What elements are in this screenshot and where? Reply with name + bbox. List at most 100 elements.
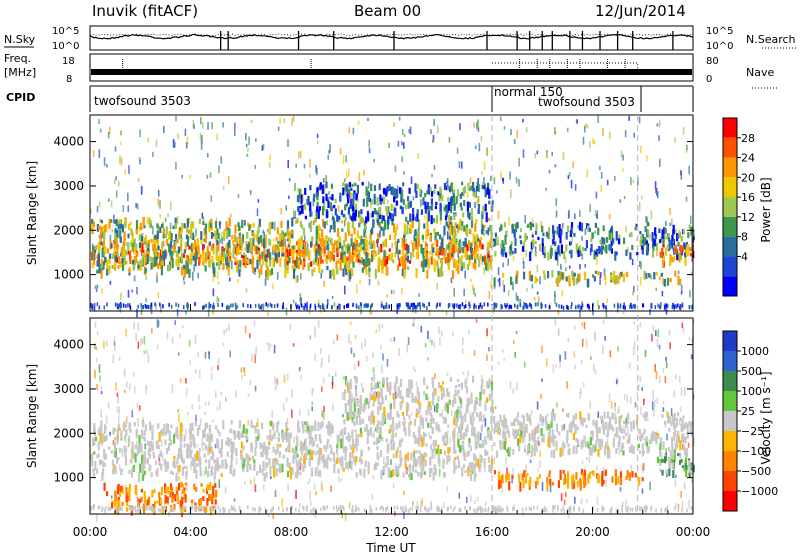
heat-cell	[116, 457, 119, 464]
heat-cell	[391, 213, 394, 220]
heat-cell	[344, 285, 346, 295]
heat-cell	[193, 235, 196, 239]
heat-cell	[421, 417, 424, 426]
heat-cell	[593, 140, 596, 145]
heat-cell	[323, 308, 326, 313]
heat-cell	[289, 248, 292, 256]
heat-cell	[276, 443, 279, 453]
heat-cell	[195, 469, 198, 479]
heat-cell	[167, 443, 171, 451]
heat-cell	[480, 426, 483, 430]
heat-cell	[557, 330, 560, 336]
heat-cell	[347, 432, 350, 442]
heat-cell	[604, 275, 607, 281]
heat-cell	[245, 143, 248, 148]
heat-cell	[405, 454, 408, 460]
heat-cell	[165, 423, 169, 431]
heat-cell	[690, 271, 693, 275]
heat-cell	[443, 207, 446, 212]
heat-cell	[329, 225, 333, 230]
heat-cell	[461, 443, 465, 448]
heat-cell	[285, 245, 288, 252]
heat-cell	[545, 358, 548, 367]
heat-cell	[479, 391, 482, 401]
heat-cell	[401, 400, 404, 404]
heat-cell	[402, 199, 405, 206]
heat-cell	[377, 456, 380, 461]
heat-cell	[314, 246, 317, 251]
heat-cell	[325, 220, 328, 226]
heat-cell	[579, 309, 581, 318]
heat-cell	[442, 502, 445, 508]
heat-cell	[525, 249, 528, 258]
heat-cell	[443, 256, 446, 261]
heat-cell	[629, 304, 631, 309]
heat-cell	[249, 258, 252, 265]
heat-cell	[192, 271, 194, 281]
heat-cell	[409, 200, 412, 208]
heat-cell	[588, 456, 591, 463]
heat-cell	[324, 446, 327, 452]
heat-cell	[628, 362, 631, 369]
heat-cell	[658, 119, 661, 128]
heat-cell	[379, 207, 382, 215]
heat-cell	[476, 185, 479, 191]
heat-cell	[142, 305, 144, 309]
heat-cell	[464, 247, 467, 258]
heat-cell	[339, 459, 342, 463]
heat-cell	[161, 224, 164, 228]
heat-cell	[546, 477, 549, 484]
heat-cell	[559, 272, 562, 277]
heat-cell	[411, 411, 413, 416]
heat-cell	[175, 462, 178, 467]
heat-cell	[450, 410, 453, 417]
heat-cell	[355, 239, 358, 247]
heat-cell	[140, 235, 143, 242]
heat-cell	[518, 157, 520, 167]
heat-cell	[612, 271, 616, 279]
heat-cell	[272, 283, 274, 289]
heat-cell	[300, 440, 303, 446]
heat-cell	[183, 434, 186, 442]
heat-cell	[614, 175, 616, 181]
heat-cell	[177, 454, 180, 459]
heat-cell	[186, 218, 189, 228]
heat-cell	[453, 440, 456, 451]
heat-cell	[295, 219, 298, 224]
heat-cell	[286, 427, 289, 431]
heat-cell	[551, 481, 555, 486]
heat-cell	[287, 243, 290, 248]
heat-cell	[662, 244, 665, 248]
heat-cell	[597, 411, 600, 419]
heat-cell	[633, 321, 635, 325]
heat-cell	[568, 265, 571, 269]
heat-cell	[397, 393, 400, 398]
heat-cell	[567, 175, 570, 180]
heat-cell	[291, 409, 293, 418]
heat-cell	[94, 245, 97, 251]
heat-cell	[393, 122, 395, 127]
heat-cell	[419, 302, 421, 307]
heat-cell	[445, 310, 448, 316]
heat-cell	[238, 225, 241, 232]
heat-cell	[185, 428, 187, 436]
heat-cell	[158, 453, 161, 458]
nsearch-tick-top: 10^5	[706, 26, 733, 37]
heat-cell	[425, 230, 428, 240]
heat-cell	[386, 199, 389, 205]
heat-cell	[158, 460, 161, 467]
heat-cell	[156, 252, 159, 260]
heat-cell	[280, 230, 284, 240]
heat-cell	[641, 387, 643, 391]
heat-cell	[467, 240, 471, 247]
heat-cell	[420, 325, 423, 333]
heat-cell	[488, 200, 491, 205]
heat-cell	[349, 379, 352, 385]
heat-cell	[299, 251, 302, 257]
heat-cell	[283, 374, 286, 383]
heat-cell	[463, 225, 466, 232]
heat-cell	[519, 298, 522, 307]
heat-cell	[643, 237, 646, 246]
heat-cell	[642, 303, 644, 308]
heat-cell	[281, 432, 285, 443]
